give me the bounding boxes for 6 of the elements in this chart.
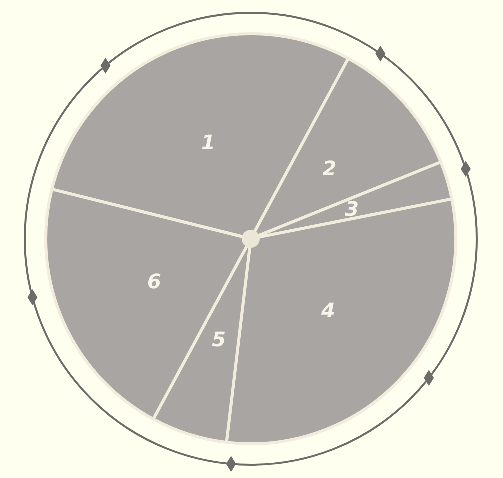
slice-label: 3 (345, 196, 360, 221)
slice-label: 5 (212, 328, 226, 352)
slice-label: 6 (148, 270, 162, 294)
slice-label: 4 (320, 298, 336, 323)
slice-label: 2 (322, 156, 337, 181)
slice-label: 1 (201, 130, 216, 154)
